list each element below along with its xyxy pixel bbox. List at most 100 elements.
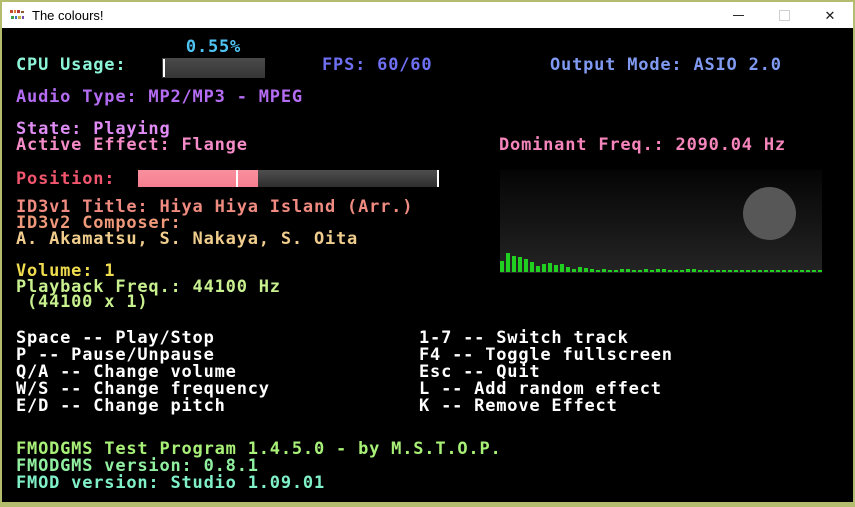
spectrum-bar [752,270,756,272]
spectrum-bar [596,270,600,272]
titlebar[interactable]: The colours! ✕ [2,2,853,28]
spectrum-bar [758,270,762,272]
spectrum-bar [608,270,612,272]
spectrum-bar [554,265,558,272]
position-marker [235,170,238,187]
position-bar [138,170,439,187]
spectrum-bar [716,270,720,272]
spectrum-bar [806,270,810,272]
shortcut-play-stop: Space -- Play/Stop [16,328,215,348]
audio-type-readout: Audio Type: MP2/MP3 - MPEG [16,87,303,107]
spectrum-bar [560,264,564,272]
app-content: 0.55% CPU Usage: FPS: 60/60 Output Mode:… [2,28,853,502]
spectrum-bars [500,242,822,272]
fmodgms-version-line: FMODGMS version: 0.8.1 [16,456,259,476]
spectrum-bar [638,270,642,272]
spectrum-bar [704,270,708,272]
spectrum-bar [680,270,684,272]
spectrum-bar [812,270,816,272]
spectrum-bar [776,270,780,272]
spectrum-bar [518,257,522,272]
spectrum-bar [614,270,618,272]
app-icon [10,10,24,19]
maximize-button[interactable] [761,2,807,28]
spectrum-bar [620,269,624,272]
id3v1-title-readout: ID3v1 Title: Hiya Hiya Island (Arr.) [16,197,414,217]
program-version-line: FMODGMS Test Program 1.4.5.0 - by M.S.T.… [16,439,502,459]
cpu-usage-label: CPU Usage: [16,55,127,75]
spectrum-bar [584,268,588,272]
spectrum-bar [746,270,750,272]
spectrum-bar [632,270,636,272]
spectrum-bar [770,270,774,272]
spectrum-bar [710,270,714,272]
spectrum-bar [656,269,660,272]
spectrum-bar [650,270,654,272]
playback-freq-readout: Playback Freq.: 44100 Hz [16,277,281,297]
spectrum-bar [788,270,792,272]
close-button[interactable]: ✕ [807,2,853,28]
spectrum-bar [764,270,768,272]
cpu-usage-bar-fill [163,59,165,77]
playback-freq-detail: (44100 x 1) [27,292,149,312]
spectrum-bar [674,270,678,272]
cpu-usage-bar [162,58,265,78]
shortcut-switch-track: 1-7 -- Switch track [419,328,629,348]
spectrum-bar [626,269,630,272]
spectrum-bar [644,269,648,272]
spectrum-bar [542,264,546,272]
spectrum-bar [530,262,534,272]
active-effect-readout: Active Effect: Flange [16,135,248,155]
maximize-icon [778,9,790,21]
spectrum-bar [662,269,666,272]
minimize-button[interactable] [715,2,761,28]
spectrum-bar [566,267,570,272]
state-readout: State: Playing [16,119,171,139]
spectrum-bar [800,270,804,272]
position-label: Position: [16,169,116,189]
close-icon: ✕ [824,7,836,23]
spectrum-bar [686,269,690,272]
shortcuts-left-column: Space -- Play/Stop P -- Pause/Unpause Q/… [16,330,270,415]
spectrum-bar [536,266,540,272]
id3v2-composer-label: ID3v2 Composer: [16,213,182,233]
position-bar-fill [138,170,259,187]
cpu-percent-value: 0.55% [185,37,242,57]
spectrum-bar [512,256,516,272]
shortcut-fullscreen: F4 -- Toggle fullscreen [419,345,673,365]
spectrum-bar [818,270,822,272]
spectrum-bar [590,269,594,272]
spectrum-visualizer-panel [500,170,822,273]
spectrum-bar [500,261,504,272]
spectrum-bar [728,270,732,272]
fmod-version-line: FMOD version: Studio 1.09.01 [16,473,325,493]
beat-circle [743,187,796,240]
spectrum-bar [794,270,798,272]
shortcut-pitch: E/D -- Change pitch [16,396,226,416]
spectrum-bar [692,269,696,272]
minimize-icon [732,14,744,16]
spectrum-bar [740,270,744,272]
fps-readout: FPS: 60/60 [322,55,433,75]
spectrum-bar [572,269,576,272]
shortcut-frequency: W/S -- Change frequency [16,379,270,399]
spectrum-bar [698,270,702,272]
spectrum-bar [734,270,738,272]
shortcut-quit: Esc -- Quit [419,362,541,382]
spectrum-bar [602,269,606,272]
shortcut-pause: P -- Pause/Unpause [16,345,215,365]
position-end-marker [436,170,439,187]
spectrum-bar [782,270,786,272]
window-controls: ✕ [715,2,853,28]
spectrum-bar [548,263,552,272]
shortcut-remove-effect: K -- Remove Effect [419,396,618,416]
shortcut-volume: Q/A -- Change volume [16,362,237,382]
volume-readout: Volume: 1 [16,261,116,281]
spectrum-bar [506,253,510,272]
window-title: The colours! [32,7,104,23]
spectrum-bar [722,270,726,272]
composers-readout: A. Akamatsu, S. Nakaya, S. Oita [16,229,359,249]
shortcuts-right-column: 1-7 -- Switch track F4 -- Toggle fullscr… [419,330,673,415]
shortcut-add-effect: L -- Add random effect [419,379,662,399]
